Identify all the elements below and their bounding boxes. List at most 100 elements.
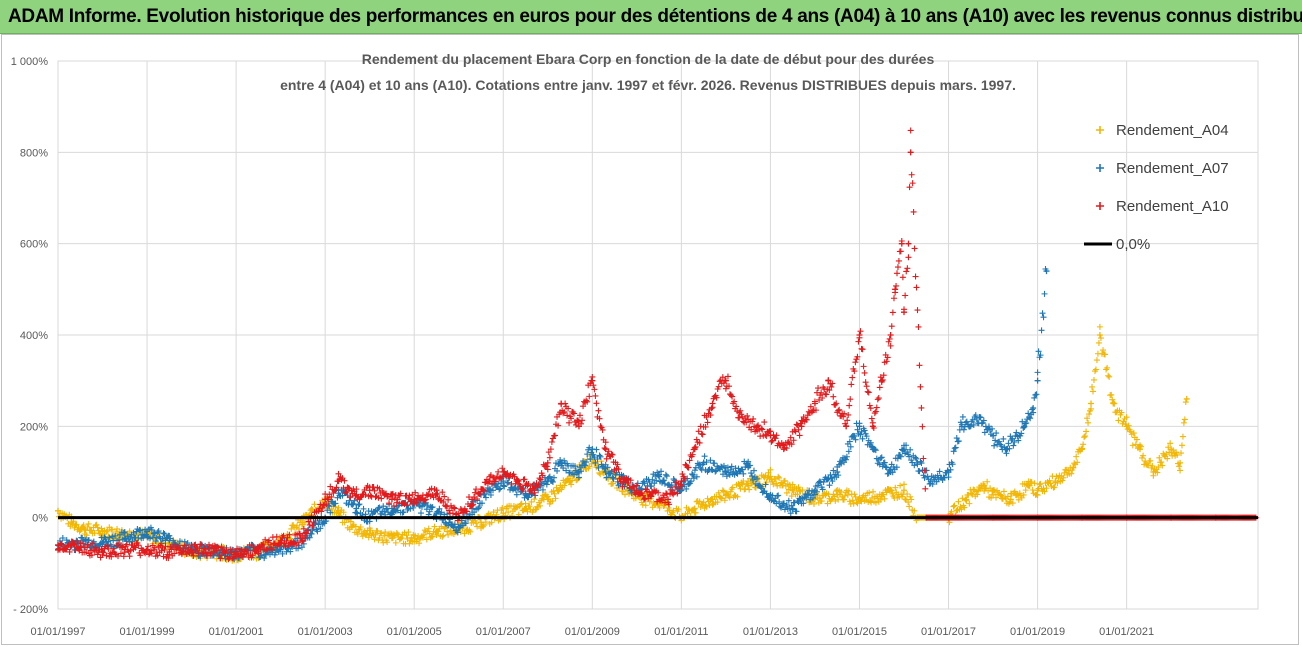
scatter-marker [326, 503, 333, 510]
scatter-marker [495, 468, 502, 475]
scatter-marker [536, 475, 543, 482]
scatter-marker [910, 208, 917, 215]
scatter-marker [816, 478, 823, 485]
scatter-marker [630, 483, 637, 490]
scatter-marker [906, 453, 913, 460]
scatter-marker [550, 474, 557, 481]
scatter-marker [815, 385, 822, 392]
scatter-marker [861, 369, 868, 376]
scatter-marker [597, 423, 604, 430]
scatter-marker [767, 428, 774, 435]
scatter-marker [952, 444, 959, 451]
data-point [1088, 400, 1095, 407]
scatter-marker [85, 520, 92, 527]
scatter-marker [603, 474, 610, 481]
scatter-marker [561, 408, 568, 415]
scatter-marker [913, 455, 920, 462]
scatter-marker [1070, 464, 1077, 471]
scatter-marker [1158, 459, 1165, 466]
scatter-marker [301, 519, 308, 526]
scatter-marker [906, 503, 913, 510]
scatter-marker [1081, 434, 1088, 441]
scatter-marker [524, 482, 531, 489]
scatter-marker [1140, 452, 1147, 459]
scatter-marker [1173, 449, 1180, 456]
scatter-marker [913, 284, 920, 291]
scatter-marker [1031, 394, 1038, 401]
scatter-marker [165, 555, 172, 562]
scatter-marker [846, 438, 853, 445]
scatter-marker [860, 363, 867, 370]
scatter-marker [345, 484, 352, 491]
scatter-marker [1004, 493, 1011, 500]
scatter-marker [482, 519, 489, 526]
scatter-marker [1006, 445, 1013, 452]
scatter-marker [59, 534, 66, 541]
x-tick-label: 01/01/2009 [565, 626, 620, 638]
scatter-marker [218, 543, 225, 550]
scatter-marker [745, 458, 752, 465]
scatter-marker [708, 405, 715, 412]
scatter-marker [677, 481, 684, 488]
scatter-marker [877, 455, 884, 462]
scatter-marker [115, 553, 122, 560]
scatter-marker [874, 396, 881, 403]
scatter-marker [255, 550, 262, 557]
scatter-marker [609, 451, 616, 458]
scatter-marker [945, 474, 952, 481]
scatter-marker [899, 274, 906, 281]
scatter-marker [580, 458, 587, 465]
scatter-marker [1111, 400, 1118, 407]
scatter-marker [917, 383, 924, 390]
legend-marker [1096, 164, 1104, 172]
y-axis-ticks: - 200% 0% 200% 400% 600% 800% 1 000% [11, 56, 49, 616]
scatter-marker [518, 485, 525, 492]
scatter-marker [831, 493, 838, 500]
scatter-marker [854, 426, 861, 433]
scatter-marker [721, 377, 728, 384]
scatter-marker [776, 474, 783, 481]
scatter-marker [871, 446, 878, 453]
scatter-marker [887, 342, 894, 349]
scatter-marker [819, 395, 826, 402]
scatter-marker [904, 265, 911, 272]
scatter-marker [1179, 433, 1186, 440]
scatter-marker [905, 254, 912, 261]
scatter-marker [1031, 480, 1038, 487]
scatter-marker [1022, 487, 1029, 494]
scatter-marker [671, 489, 678, 496]
scatter-marker [708, 466, 715, 473]
scatter-marker [641, 480, 648, 487]
scatter-marker [73, 521, 80, 528]
scatter-marker [1033, 491, 1040, 498]
scatter-marker [347, 493, 354, 500]
scatter-marker [431, 523, 438, 530]
scatter-marker [56, 537, 63, 544]
scatter-marker [881, 459, 888, 466]
scatter-marker [318, 508, 325, 515]
scatter-marker [568, 415, 575, 422]
scatter-marker [476, 504, 483, 511]
scatter-marker [970, 421, 977, 428]
scatter-marker [497, 474, 504, 481]
scatter-marker [335, 504, 342, 511]
scatter-marker [818, 389, 825, 396]
scatter-marker [711, 460, 718, 467]
scatter-marker [733, 469, 740, 476]
scatter-marker [734, 493, 741, 500]
scatter-marker [439, 489, 446, 496]
scatter-marker [564, 412, 571, 419]
legend-label: Rendement_A10 [1116, 198, 1229, 215]
scatter-marker [911, 462, 918, 469]
scatter-marker [392, 539, 399, 546]
scatter-marker [317, 525, 324, 532]
scatter-marker [118, 544, 125, 551]
scatter-marker [332, 487, 339, 494]
scatter-marker [693, 473, 700, 480]
scatter-marker [1026, 482, 1033, 489]
scatter-marker [906, 184, 913, 191]
scatter-marker [977, 414, 984, 421]
scatter-marker [154, 529, 161, 536]
scatter-marker [549, 497, 556, 504]
scatter-marker [749, 473, 756, 480]
